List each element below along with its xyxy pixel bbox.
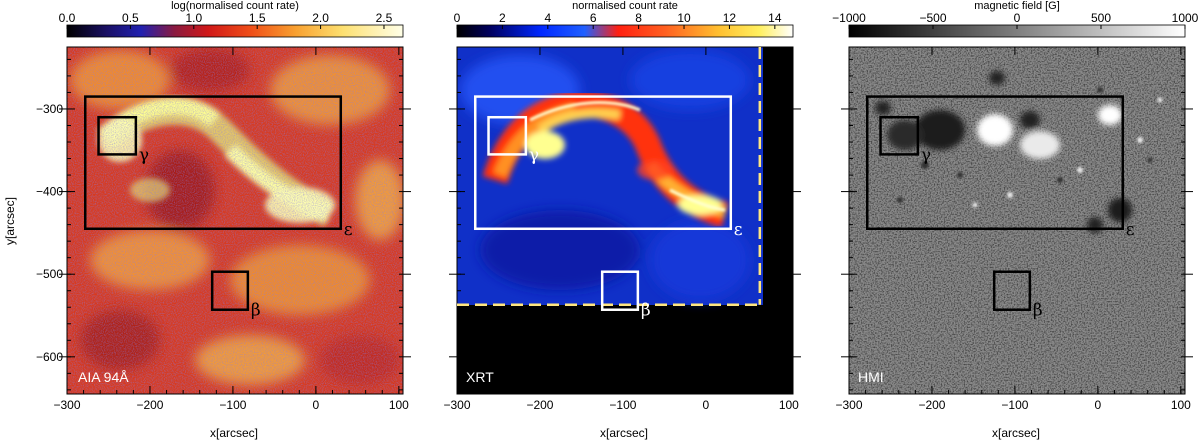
aia-frame — [66, 46, 404, 395]
colorbar-hmi: magnetic field [G] −1000 −500 0 500 1000 — [832, 0, 1199, 38]
colorbar-tick-label: 0 — [1014, 11, 1021, 25]
region-box — [879, 115, 920, 156]
hmi-image — [849, 47, 1185, 394]
region-label: ε — [344, 220, 353, 240]
x-tick-label: −300 — [443, 398, 470, 412]
colorbar-title: normalised count rate — [572, 0, 678, 12]
x-tick-label: −100 — [609, 398, 636, 412]
x-tick-label: 0 — [1095, 398, 1102, 412]
x-tick-label: −100 — [219, 398, 246, 412]
panel-hmi: −300 −200 −100 0 100 ε γ β HMI — [835, 46, 1193, 412]
y-tick-label: −400 — [36, 185, 63, 199]
colorbar-aia: log(normalised count rate) 0.0 0.5 1.0 1.5 2.… — [59, 0, 404, 38]
region-box — [866, 95, 1125, 231]
x-tick-label: −200 — [526, 398, 553, 412]
colorbar-tick-label: 8 — [635, 11, 642, 25]
colorbar-tick-label: 4 — [544, 11, 551, 25]
colorbar-gradient — [456, 24, 794, 38]
xrt-image — [457, 47, 793, 394]
colorbar-tick-label: 1.0 — [185, 11, 202, 25]
region-box — [474, 95, 733, 231]
region-label: γ — [529, 145, 539, 165]
y-tick-label: −300 — [36, 102, 63, 116]
x-tick-label: −300 — [53, 398, 80, 412]
region-label: β — [251, 301, 261, 321]
x-tick-label: 0 — [313, 398, 320, 412]
colorbar-tick-label: 2.5 — [376, 11, 393, 25]
y-tick-label: −500 — [36, 267, 63, 281]
colorbar-tick-label: 2 — [499, 11, 506, 25]
x-axis-label-xrt: x[arcsec] — [600, 426, 648, 440]
y-axis-label: y[arcsec] — [3, 197, 17, 245]
colorbar-tick-label: 12 — [723, 11, 737, 25]
colorbar-tick-label: 0 — [454, 11, 461, 25]
region-box — [600, 270, 640, 311]
colorbar-tick-label: −500 — [919, 11, 946, 25]
region-label: ε — [1126, 220, 1135, 240]
x-axis-label-hmi: x[arcsec] — [992, 426, 1040, 440]
colorbar-tick-label: 2.0 — [312, 11, 329, 25]
x-tick-label: 0 — [703, 398, 710, 412]
region-box — [210, 270, 250, 311]
x-axis-label-aia: x[arcsec] — [210, 426, 258, 440]
region-label: γ — [921, 145, 931, 165]
colorbar-xrt: normalised count rate 0 2 4 6 8 10 12 14 — [454, 0, 794, 38]
colorbars: log(normalised count rate) 0.0 0.5 1.0 1.5 2.… — [59, 0, 1199, 38]
x-tick-label: 100 — [389, 398, 409, 412]
hmi-ticks: −300 −200 −100 0 100 — [835, 47, 1193, 412]
aia-ticks: −300 −200 −100 0 100 −300 −400 −500 −600 — [36, 47, 411, 412]
y-tick-label: −600 — [36, 350, 63, 364]
colorbar-tick-label: 1000 — [1172, 11, 1199, 25]
region-box — [487, 115, 528, 156]
x-tick-label: −200 — [918, 398, 945, 412]
colorbar-tick-label: 14 — [768, 11, 782, 25]
region-box — [84, 95, 343, 231]
colorbar-tick-label: 1.5 — [249, 11, 266, 25]
region-label: β — [1033, 301, 1043, 321]
xrt-boxes: ε γ β — [474, 95, 743, 321]
colorbar-title: log(normalised count rate) — [171, 0, 299, 12]
panel-aia: −300 −200 −100 0 100 −300 −400 −500 −600 ε γ β AIA… — [36, 46, 411, 412]
colorbar-tick-label: 6 — [590, 11, 597, 25]
panel-label-hmi: HMI — [858, 369, 884, 385]
colorbar-tick-label: 0.5 — [122, 11, 139, 25]
region-label: β — [641, 301, 651, 321]
region-label: γ — [139, 145, 149, 165]
panel-label-xrt: XRT — [466, 369, 494, 385]
x-tick-label: −200 — [136, 398, 163, 412]
colorbar-gradient — [66, 24, 404, 38]
panel-xrt: −300 −200 −100 0 100 ε γ β XRT — [443, 46, 801, 412]
xrt-frame — [456, 46, 794, 395]
colorbar-title: magnetic field [G] — [974, 0, 1060, 12]
colorbar-tick-label: 0.0 — [59, 11, 76, 25]
region-label: ε — [734, 220, 743, 240]
hmi-frame — [848, 46, 1186, 395]
colorbar-tick-label: 10 — [677, 11, 691, 25]
x-tick-label: 100 — [1171, 398, 1191, 412]
colorbar-tick-label: 500 — [1091, 11, 1111, 25]
xrt-fov-edge — [457, 47, 762, 307]
region-box — [97, 115, 138, 156]
aia-image — [67, 47, 403, 394]
hmi-boxes: ε γ β — [866, 95, 1135, 321]
x-tick-label: 100 — [779, 398, 799, 412]
x-tick-label: −100 — [1001, 398, 1028, 412]
x-tick-label: −300 — [835, 398, 862, 412]
panel-label-aia: AIA 94Å — [78, 369, 129, 385]
aia-boxes: ε γ β — [84, 95, 353, 321]
xrt-ticks: −300 −200 −100 0 100 — [443, 47, 801, 412]
region-box — [992, 270, 1032, 311]
colorbar-tick-label: −1000 — [832, 11, 866, 25]
